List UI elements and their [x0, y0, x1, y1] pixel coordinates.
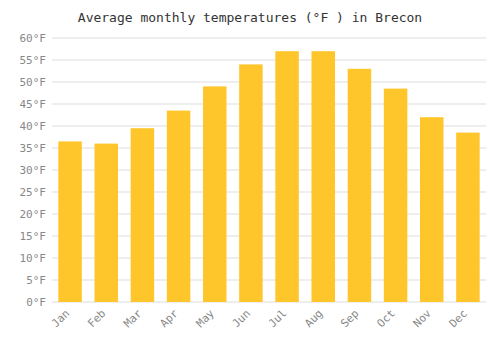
grid-line [52, 104, 486, 105]
bar [275, 51, 299, 302]
x-tick-label: Apr [157, 307, 181, 331]
x-tick-label: Jan [49, 307, 72, 330]
x-axis: Jan Feb Mar Apr May Jun Jul Aug Sep Oct Nov Dec [49, 307, 470, 331]
bar [94, 144, 118, 302]
grid-line [52, 82, 486, 83]
bar [420, 117, 444, 302]
y-tick-label: 45°F [20, 98, 47, 111]
y-tick-label: 55°F [20, 54, 47, 67]
grid [52, 38, 486, 302]
y-tick-label: 20°F [20, 208, 47, 221]
x-tick-label: Jul [266, 307, 289, 330]
title: Average monthly temperatures (°F ) in Br… [78, 10, 422, 25]
y-tick-label: 15°F [20, 230, 47, 243]
bar [348, 69, 372, 302]
x-tick-label: Dec [447, 307, 470, 330]
y-tick-label: 25°F [20, 186, 47, 199]
y-tick-label: 30°F [20, 164, 47, 177]
x-tick-label: Jun [230, 307, 253, 330]
x-tick-label: May [194, 307, 218, 331]
x-tick-label: Feb [85, 307, 108, 330]
x-tick-label: Nov [411, 307, 435, 331]
chart-container: Average monthly temperatures (°F ) in Br… [0, 0, 500, 350]
bar [384, 89, 408, 302]
grid-line [52, 38, 486, 39]
bar [58, 141, 82, 302]
y-axis: 0°F 5°F 10°F 15°F 20°F 25°F 30°F 35°F 40°F 45°F 50… [20, 32, 47, 309]
bars [58, 51, 479, 302]
y-tick-label: 35°F [20, 142, 47, 155]
bar [239, 64, 263, 302]
bar [203, 86, 227, 302]
x-tick-label: Sep [338, 307, 361, 330]
y-tick-label: 10°F [20, 252, 47, 265]
x-tick-label: Aug [302, 307, 325, 330]
y-tick-label: 0°F [26, 296, 46, 309]
y-tick-label: 50°F [20, 76, 47, 89]
y-tick-label: 60°F [20, 32, 47, 45]
y-tick-label: 40°F [20, 120, 47, 133]
bar [167, 111, 191, 302]
bar [456, 133, 480, 302]
chart: Average monthly temperatures (°F ) in Br… [0, 0, 500, 350]
x-tick-label: Oct [374, 307, 397, 330]
bar [131, 128, 155, 302]
page: {"chart_data": {"type": "bar", "title": … [0, 0, 500, 350]
x-tick-label: Mar [121, 307, 145, 331]
grid-line [52, 60, 486, 61]
bar [311, 51, 335, 302]
y-tick-label: 5°F [26, 274, 46, 287]
